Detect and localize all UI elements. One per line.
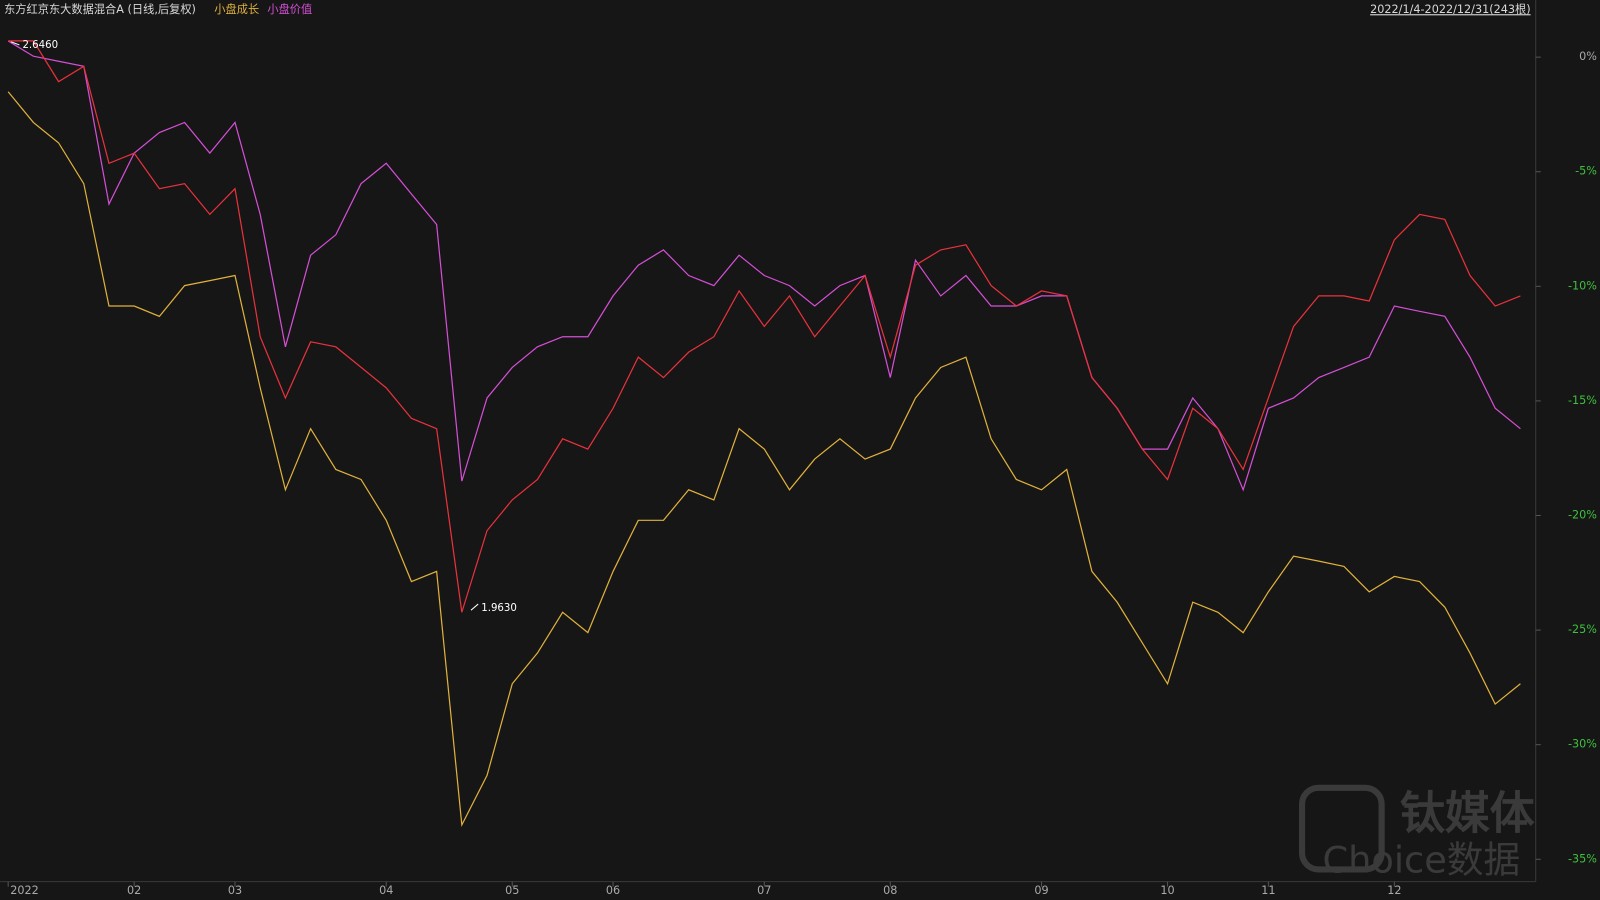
min-annotation: 1.9630 (481, 603, 517, 614)
x-tick-label: 06 (606, 884, 620, 897)
legend-entry: 小盘价值 (267, 2, 312, 16)
watermark-logo (1298, 784, 1385, 873)
series-line (8, 40, 1521, 613)
x-tick-label: 11 (1261, 884, 1275, 897)
x-tick-label: 07 (757, 884, 771, 897)
legend-entry: 小盘成长 (214, 2, 259, 16)
series-line (7, 40, 1521, 492)
watermark-text: Choice数据 (1322, 839, 1520, 882)
x-tick-label: 04 (379, 884, 393, 897)
legend-entry: 东方红京东大数据混合A (日线,后复权) (4, 2, 196, 16)
y-tick-label: -15% (1568, 394, 1597, 407)
x-tick-label: 02 (127, 884, 141, 897)
max-annotation: 2.6460 (22, 40, 58, 51)
y-tick-label: -5% (1575, 165, 1597, 178)
watermark: 钛媒体 Choice数据 (1298, 784, 1535, 882)
x-tick-label: 05 (505, 884, 519, 897)
y-tick-label: -30% (1568, 738, 1597, 751)
y-tick-label: -35% (1568, 852, 1597, 865)
annotation-arrow (11, 41, 20, 46)
x-tick-label: 12 (1387, 884, 1401, 897)
date-range[interactable]: 2022/1/4-2022/12/31(243根) (1370, 2, 1530, 16)
y-tick-label: 0% (1579, 50, 1597, 63)
x-tick-label: 09 (1034, 884, 1048, 897)
x-tick-label: 03 (228, 884, 242, 897)
annotation-arrow (470, 603, 479, 611)
x-tick-label: 2022 (10, 884, 39, 897)
x-tick-label: 08 (883, 884, 897, 897)
x-tick-label: 10 (1160, 884, 1174, 897)
y-tick-label: -10% (1568, 279, 1597, 292)
y-tick-label: -25% (1568, 623, 1597, 636)
y-tick-label: -20% (1568, 509, 1597, 522)
series-line (7, 91, 1521, 828)
watermark-text: 钛媒体 (1400, 786, 1535, 839)
